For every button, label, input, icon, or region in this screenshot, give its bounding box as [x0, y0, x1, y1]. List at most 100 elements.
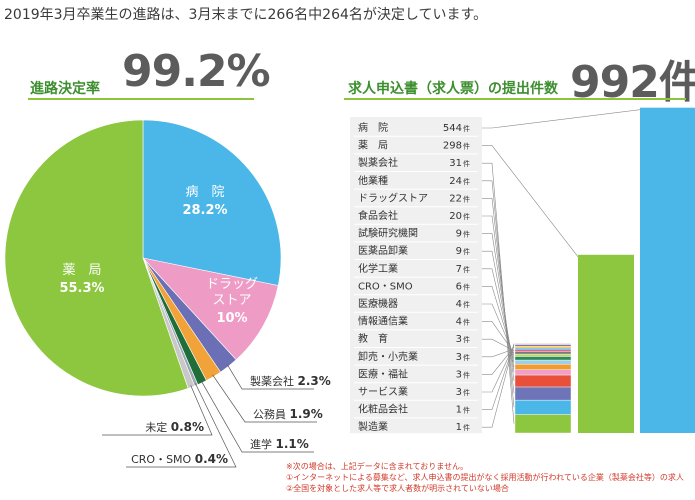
bar-row-number-8: 7: [456, 264, 462, 275]
pie-inside-label-2: 薬 局 55.3%: [59, 263, 104, 296]
bar-row-number-2: 31: [449, 158, 462, 169]
bar-row-label-14: 医療・福祉: [358, 367, 408, 380]
decision-rate-value: 99.2%: [122, 46, 271, 97]
footnote-2: ②全国を対象とした求人等で求人者数が明示されていない場合: [286, 484, 509, 493]
bar-row-number-16: 1: [456, 405, 462, 416]
bar-0: [640, 107, 695, 434]
bar-row-label-12: 教 育: [358, 332, 388, 345]
bar-leader-9: [482, 286, 515, 359]
pie-callout-line-3: [126, 383, 237, 468]
bar-row-value-13: 3: [456, 352, 462, 363]
bar-row: 医療・福祉 3 件: [354, 367, 478, 384]
pie-inside-name-0-0: 病 院: [185, 185, 224, 200]
pie-callout-line-4: [102, 385, 213, 436]
bar-row-unit-5: 件: [463, 212, 470, 221]
pie-slice-0: [142, 119, 282, 286]
bar-row-unit-14: 件: [463, 370, 470, 379]
bar-row-value-4: 22: [449, 193, 462, 204]
bar-row-number-17: 1: [456, 422, 462, 433]
bar-row-label-7: 医薬品卸業: [358, 244, 408, 257]
bar-row-value-2: 31: [449, 158, 462, 169]
bar-row: 製薬会社 31 件: [354, 156, 478, 172]
bar-row: 試験研究機関 9 件: [354, 227, 478, 243]
pie-callout-value-1: 1.9%: [290, 407, 323, 421]
bar-row-unit-15: 件: [463, 388, 470, 397]
job-offers-label: 求人申込書（求人票）の提出件数: [348, 81, 558, 97]
bar-row-unit-9: 件: [463, 282, 470, 291]
bar-row-label-0: 病 院: [358, 121, 388, 134]
bar-leader-10: [482, 303, 515, 356]
bar-row-unit-17: 件: [463, 423, 470, 432]
pie-callout-name-3: CRO・SMO: [131, 453, 195, 466]
bar-row-number-10: 4: [456, 299, 462, 310]
pie-inside-name-2-0: 薬 局: [62, 263, 101, 278]
bar-leader-16: [482, 344, 515, 410]
bar-12: [514, 349, 572, 352]
pie-slice-7: [4, 119, 189, 397]
bar-row: サービス業 3 件: [354, 385, 478, 401]
bar-14: [514, 346, 572, 349]
bar-10: [514, 353, 572, 357]
bar-row-value-17: 1: [456, 422, 462, 433]
bar-2: [514, 414, 572, 434]
bar-leader-8: [482, 268, 515, 363]
bar-row: 病 院 544 件: [354, 121, 478, 137]
bar-row-unit-10: 件: [463, 300, 470, 309]
pie-callout-line-0: [227, 364, 314, 390]
pie-callout-label-0: 製薬会社 2.3%: [250, 374, 331, 388]
pie-callout-name-2: 進学: [250, 437, 276, 451]
bar-row-label-9: CRO・SMO: [358, 281, 413, 292]
pie-callout-label-3: CRO・SMO 0.4%: [131, 452, 228, 466]
bar-9: [514, 356, 572, 361]
bar-leader-17: [482, 343, 515, 428]
bar-row: 製造業 1 件: [358, 420, 470, 433]
bar-list-background: [350, 117, 482, 434]
bar-row-label-5: 食品会社: [358, 209, 398, 222]
bar-row-number-7: 9: [456, 246, 462, 257]
pie-inside-value-0: 28.2%: [182, 203, 227, 218]
pie-inside-name-1-0: ドラッグ: [206, 277, 258, 292]
pie-callout-name-1: 公務員: [253, 407, 290, 421]
bar-7: [514, 364, 572, 370]
decision-rate-rule: [28, 98, 254, 100]
pie-callout-value-2: 1.1%: [276, 437, 309, 451]
bar-row-value-3: 24: [449, 176, 462, 187]
bar-row-label-11: 情報通信業: [358, 315, 408, 328]
bar-row-unit-0: 件: [463, 124, 470, 133]
bar-row: 情報通信業 4 件: [354, 315, 478, 331]
bar-8: [514, 359, 572, 365]
pie-callout-line-2: [200, 380, 314, 453]
bar-row-label-1: 薬 局: [358, 140, 388, 152]
job-offers-rule: [344, 98, 686, 100]
bar-row-value-7: 9: [456, 246, 462, 257]
bar-leader-1: [482, 145, 579, 257]
bar-row-unit-13: 件: [463, 353, 470, 362]
bar-row-value-9: 6: [456, 281, 462, 292]
pie-inside-value-2: 55.3%: [59, 281, 104, 296]
pie-inside-name-1-1: ストア: [212, 293, 251, 308]
pie-callout-value-4: 0.8%: [171, 420, 204, 434]
bar-leader-12: [482, 338, 515, 352]
bar-row-value-1: 298: [443, 141, 462, 152]
bar-row: 医薬品卸業 9 件: [354, 244, 478, 260]
bar-row-number-13: 3: [456, 352, 462, 363]
bar-row-unit-12: 件: [463, 335, 470, 344]
pie-slice-1: [142, 257, 279, 361]
bar-row-number-9: 6: [456, 281, 462, 292]
bar-15: [514, 344, 572, 347]
bar-row-unit-1: 件: [463, 142, 470, 151]
bar-row-value-5: 20: [449, 211, 462, 222]
bar-row: 卸売・小売業 3 件: [354, 350, 478, 366]
bar-leader-14: [482, 347, 515, 375]
bar-leader-2: [482, 162, 515, 424]
bar-3: [514, 399, 572, 415]
pie-callout-line-1: [212, 374, 317, 423]
bar-row-number-4: 22: [449, 193, 462, 204]
bar-row-label-13: 卸売・小売業: [358, 350, 418, 363]
bar-row-label-2: 製薬会社: [358, 156, 398, 169]
decision-rate-label: 進路決定率: [30, 81, 100, 97]
bar-17: [514, 343, 572, 345]
bar-row: 他業種 24 件: [354, 174, 478, 190]
bar-row-number-12: 3: [456, 334, 462, 345]
